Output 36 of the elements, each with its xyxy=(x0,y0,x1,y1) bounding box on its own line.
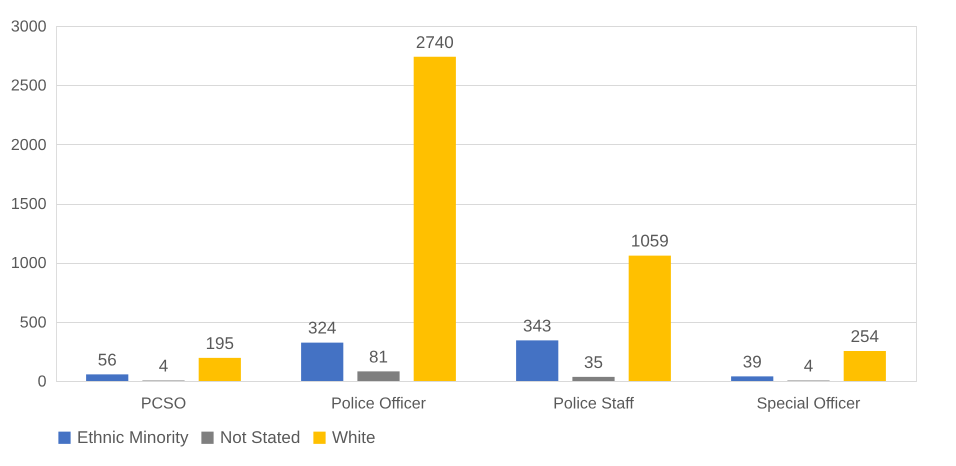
bar xyxy=(357,371,400,381)
data-label: 343 xyxy=(523,316,552,336)
x-tick-label: Police Staff xyxy=(553,396,634,412)
x-tick-label: PCSO xyxy=(140,396,186,412)
bar xyxy=(414,56,456,381)
data-label: 35 xyxy=(584,352,603,372)
bar xyxy=(86,374,128,381)
y-tick-label: 2000 xyxy=(10,136,47,154)
data-label: 254 xyxy=(850,326,879,346)
bar xyxy=(516,340,558,381)
legend-label: White xyxy=(332,428,376,447)
data-label: 2740 xyxy=(416,32,454,52)
data-label: 39 xyxy=(742,352,762,372)
y-tick-label: 1000 xyxy=(10,255,47,272)
data-label: 81 xyxy=(369,347,388,366)
bar xyxy=(844,350,886,381)
legend-label: Ethnic Minority xyxy=(77,428,189,447)
y-tick-label: 3000 xyxy=(10,18,47,36)
y-tick-label: 2500 xyxy=(10,78,47,95)
data-label: 4 xyxy=(158,356,168,376)
data-label: 56 xyxy=(98,350,117,370)
data-label: 324 xyxy=(308,318,336,338)
bar xyxy=(572,376,615,381)
x-tick-label: Police Officer xyxy=(331,396,427,412)
data-label: 195 xyxy=(206,334,234,353)
y-tick-label: 500 xyxy=(20,314,47,332)
bar xyxy=(198,358,241,381)
y-tick-label: 0 xyxy=(38,374,47,390)
data-label: 1059 xyxy=(630,232,669,251)
bar xyxy=(731,376,774,381)
data-label: 4 xyxy=(804,356,814,376)
legend-label: Not Stated xyxy=(220,428,300,447)
x-tick-label: Special Officer xyxy=(756,396,862,412)
bar xyxy=(628,256,671,381)
y-tick-label: 1500 xyxy=(10,196,47,213)
bar xyxy=(301,342,344,381)
